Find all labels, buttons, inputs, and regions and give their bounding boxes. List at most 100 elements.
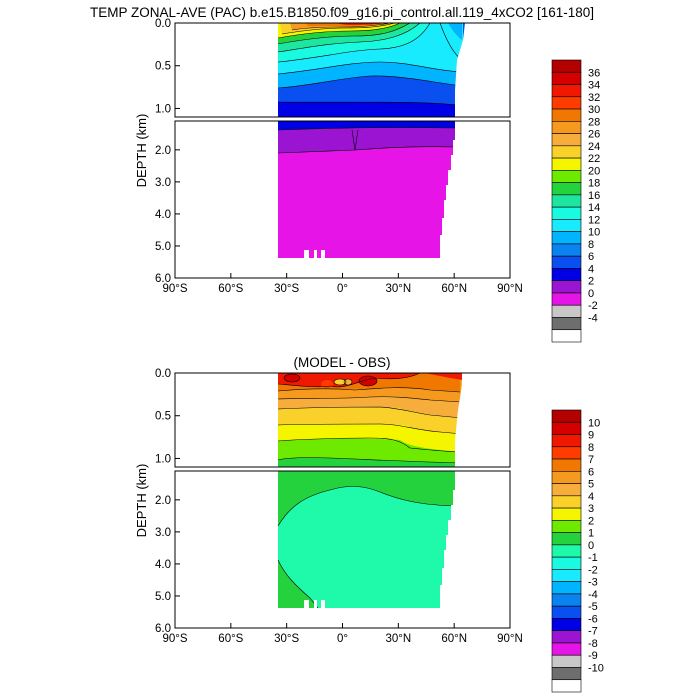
bottom-colorbar-label: -2 <box>588 564 598 576</box>
top-colorbar-label: 18 <box>588 178 600 190</box>
top-colorbar-swatch <box>551 280 582 294</box>
bottom-upper-field <box>277 373 510 467</box>
bottom-colorbar-swatch <box>551 642 582 656</box>
top-colorbar-label: 4 <box>588 263 594 275</box>
bottom-y-tick-label: 3.0 <box>155 527 171 539</box>
bottom-colorbar-label: 6 <box>588 466 594 478</box>
top-x-tick-label: 60°S <box>218 283 243 295</box>
top-colorbar-label: 22 <box>588 153 600 165</box>
bottom-colorbar-swatch <box>551 605 582 619</box>
top-colorbar-label: 24 <box>588 141 600 153</box>
bottom-colorbar-swatch <box>551 507 582 521</box>
bottom-colorbar-swatch <box>551 544 582 558</box>
top-colorbar-label: 34 <box>588 80 600 92</box>
bottom-colorbar-label: -6 <box>588 613 598 625</box>
bottom-colorbar-swatch <box>551 593 582 607</box>
bottom-colorbar-label: 0 <box>588 540 594 552</box>
bottom-colorbar-swatch <box>551 434 582 448</box>
bottom-colorbar-swatch <box>551 471 582 484</box>
bottom-x-tick-label: 60°N <box>441 633 467 645</box>
top-colorbar-swatch <box>551 292 582 306</box>
top-colorbar-swatch <box>551 157 582 171</box>
bottom-colorbar-swatch <box>551 569 582 582</box>
bottom-colorbar-swatch <box>551 409 582 423</box>
bottom-colorbar-swatch <box>551 679 582 693</box>
bottom-x-tick-label: 90°N <box>497 633 523 645</box>
bottom-colorbar-label: 4 <box>588 491 594 503</box>
bottom-colorbar-swatch <box>551 556 582 570</box>
top-y-tick-label: 3.0 <box>155 177 171 189</box>
top-colorbar-label: 14 <box>588 202 600 214</box>
top-colorbar-label: 36 <box>588 67 600 79</box>
bottom-colorbar-label: -4 <box>588 589 598 601</box>
bottom-colorbar-label: -10 <box>588 662 604 674</box>
top-colorbar-label: 20 <box>588 165 600 177</box>
bottom-colorbar-swatch <box>551 495 582 509</box>
bottom-y-tick-label: 4.0 <box>155 559 171 571</box>
bottom-colorbar-label: 5 <box>588 479 594 491</box>
bottom-colorbar-swatch <box>551 630 582 644</box>
bottom-colorbar-label: -8 <box>588 638 598 650</box>
top-y-tick-label: 1.0 <box>155 103 171 115</box>
bottom-colorbar-label: 1 <box>588 528 594 540</box>
top-axes: 90°S 60°S 30°S 0° 30°N 60°N 90°N 0.0 0.5 1.0 2.0 3.… <box>134 18 523 295</box>
bottom-x-tick-label: 60°S <box>218 633 243 645</box>
top-x-tick-label: 90°S <box>162 283 187 295</box>
bottom-x-tick-label: 0° <box>337 633 348 645</box>
top-colorbar-swatch <box>551 243 582 257</box>
top-colorbar-label: 6 <box>588 251 594 263</box>
top-x-tick-label: 0° <box>337 283 348 295</box>
bottom-colorbar-label: -3 <box>588 577 598 589</box>
bottom-colorbar-label: 10 <box>588 417 600 429</box>
bottom-lower-field <box>277 471 510 628</box>
top-x-tick-label: 90°N <box>497 283 523 295</box>
diff-panel-title: (MODEL - OBS) <box>293 355 390 370</box>
bottom-x-tick-label: 30°N <box>385 633 411 645</box>
top-panel: 90°S 60°S 30°S 0° 30°N 60°N 90°N 0.0 0.5 1.0 2.0 3.… <box>134 18 600 343</box>
top-colorbar-label: 0 <box>588 288 594 300</box>
top-colorbar-swatch <box>551 231 582 245</box>
top-colorbar-swatch <box>551 121 582 134</box>
bottom-colorbar-swatch <box>551 483 582 497</box>
top-colorbar-swatch <box>551 84 582 98</box>
top-colorbar-label: 32 <box>588 92 600 104</box>
top-colorbar-swatch <box>551 255 582 269</box>
top-colorbar-swatch <box>551 71 582 85</box>
bottom-colorbar-label: 8 <box>588 442 594 454</box>
bottom-y-tick-label: 6.0 <box>155 623 171 635</box>
top-colorbar-swatch <box>551 182 582 196</box>
top-colorbar-swatch <box>551 108 582 122</box>
top-upper-field <box>277 23 510 117</box>
bottom-colorbar-swatch <box>551 532 582 546</box>
bottom-colorbar-swatch <box>551 618 582 631</box>
bottom-colorbar-swatch <box>551 667 582 681</box>
bottom-colorbar-label: -1 <box>588 552 598 564</box>
top-colorbar-swatch <box>551 96 582 110</box>
figure-title: TEMP ZONAL-AVE (PAC) b.e15.B1850.f09_g16… <box>90 5 594 20</box>
top-colorbar-label: 12 <box>588 214 600 226</box>
top-y-tick-label: 2.0 <box>155 145 171 157</box>
top-colorbar-swatch <box>551 206 582 220</box>
top-colorbar-swatch <box>551 304 582 318</box>
top-colorbar-swatch <box>551 219 582 232</box>
top-colorbar-label: 2 <box>588 276 594 288</box>
top-colorbar-swatch <box>551 145 582 159</box>
bottom-y-tick-label: 5.0 <box>155 591 171 603</box>
bottom-x-tick-label: 90°S <box>162 633 187 645</box>
bottom-colorbar-swatch <box>551 421 582 435</box>
top-colorbar-label: 30 <box>588 104 600 116</box>
top-colorbar-label: -2 <box>588 300 598 312</box>
bottom-y-tick-label: 0.5 <box>155 411 171 423</box>
top-colorbar-label: 10 <box>588 227 600 239</box>
bottom-colorbar-swatch <box>551 581 582 595</box>
bottom-colorbar-swatch <box>551 520 582 533</box>
top-upper-frame <box>174 22 511 118</box>
top-y-tick-label: 0.5 <box>155 61 171 73</box>
top-y-tick-label: 5.0 <box>155 241 171 253</box>
bottom-colorbar-label: -9 <box>588 650 598 662</box>
top-y-tick-label: 6.0 <box>155 273 171 285</box>
bottom-y-tick-label: 1.0 <box>155 453 171 465</box>
top-lower-field <box>277 121 510 278</box>
